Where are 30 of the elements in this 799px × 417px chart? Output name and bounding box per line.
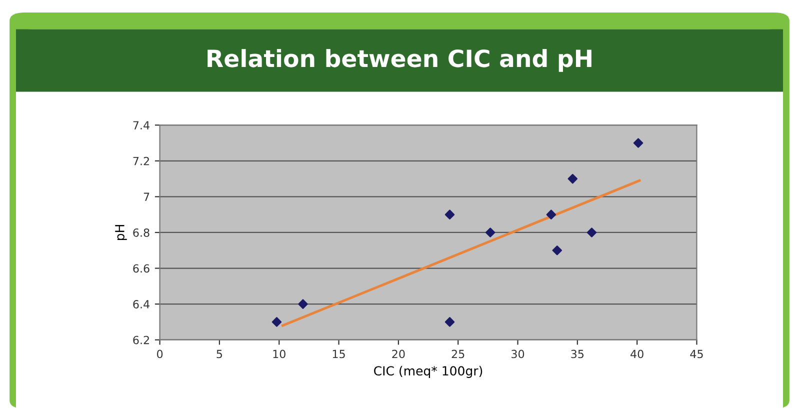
x-tick-label: 35 [571, 350, 584, 358]
point [552, 246, 562, 256]
y-tick-label: 6.4 [133, 300, 150, 308]
point [444, 317, 455, 327]
y-tick-label: 6.6 [133, 264, 150, 273]
point [272, 317, 282, 327]
chart-title: Relation between CIC and pH [208, 49, 592, 72]
y-axis-title: pH [115, 225, 127, 240]
x-tick-label: 25 [452, 350, 464, 358]
x-tick-label: 40 [630, 350, 644, 358]
x-tick-label: 0 [157, 350, 163, 358]
point [586, 228, 597, 238]
x-tick-label: 45 [690, 350, 703, 358]
point [444, 210, 455, 220]
point [568, 174, 578, 184]
point [298, 299, 308, 309]
x-tick-label: 20 [392, 350, 405, 358]
x-tick-label: 10 [273, 350, 286, 358]
y-tick-label: 7.2 [133, 156, 149, 166]
y-tick-label: 7 [144, 192, 150, 201]
x-tick-label: 30 [512, 350, 524, 358]
x-tick-label: 15 [332, 350, 345, 358]
point [485, 228, 496, 238]
x-axis-title: CIC (meq* 100gr) [374, 366, 482, 378]
y-tick-label: 7.4 [133, 121, 150, 130]
y-tick-label: 6.2 [133, 336, 149, 344]
point [546, 210, 556, 220]
y-tick-label: 6.8 [133, 228, 150, 237]
point [633, 138, 644, 148]
x-tick-label: 5 [216, 350, 222, 358]
